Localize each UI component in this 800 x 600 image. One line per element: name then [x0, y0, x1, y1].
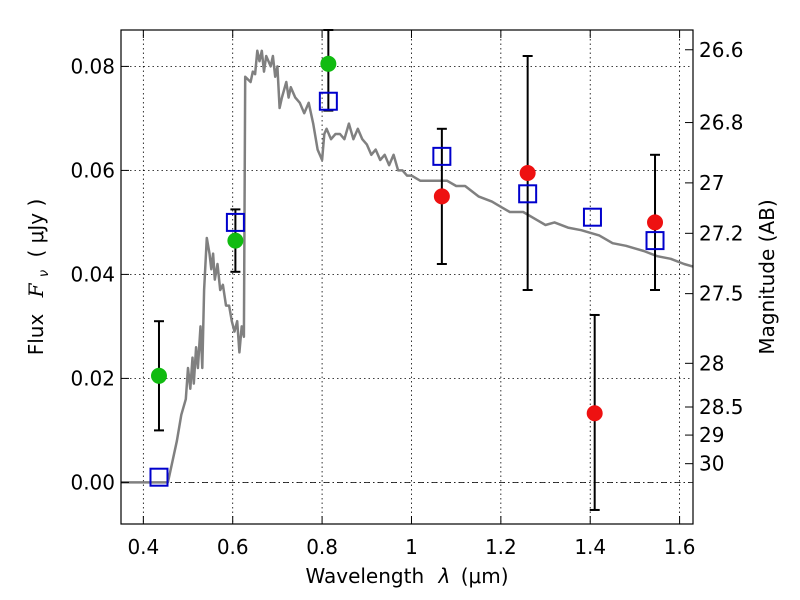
x-tick-label: 0.4	[127, 535, 159, 559]
data-point-square	[518, 184, 538, 204]
y2-tick-label: 28	[699, 351, 724, 375]
y2-tick-label: 26.6	[699, 38, 744, 62]
data-point-square	[225, 212, 245, 232]
y-tick-label: 0.06	[70, 158, 115, 182]
x-tick-label: 1.6	[664, 535, 696, 559]
data-point-circle	[320, 55, 337, 72]
y2-axis-title: Magnitude (AB)	[755, 199, 779, 354]
x-tick-label: 1.4	[574, 535, 606, 559]
y-tick-label: 0.00	[70, 470, 115, 494]
data-point-square	[318, 91, 338, 111]
y-tick-label: 0.02	[70, 366, 115, 390]
x-tick-label: 0.6	[217, 535, 249, 559]
x-tick-label: 1	[405, 535, 418, 559]
grid	[121, 30, 693, 524]
y2-axis-ticks: 26.6 26.8 27 27.2 27.5 28 28.5 29 30	[685, 38, 744, 476]
data-point-circle	[519, 165, 536, 181]
data-point-circle	[586, 405, 603, 422]
x-tick-label: 0.8	[306, 535, 338, 559]
data-point-circle	[647, 214, 664, 231]
data-point-square	[645, 231, 665, 251]
y2-tick-label: 27.2	[699, 221, 744, 245]
plot-frame	[120, 29, 694, 525]
y-axis-title: Flux F ν ( μJy )	[24, 199, 53, 356]
data-point-circle	[227, 232, 244, 249]
y-tick-label: 0.04	[70, 262, 115, 286]
x-axis-title: Wavelength λ (μm)	[305, 564, 508, 588]
y2-tick-label: 27	[699, 171, 724, 195]
data-markers	[149, 55, 665, 487]
data-point-square	[149, 467, 169, 487]
x-axis-ticks: 0.4 0.6 0.8 1 1.2 1.4 1.6	[127, 30, 696, 559]
y-axis-ticks: 0.00 0.02 0.04 0.06 0.08	[70, 54, 129, 494]
y2-tick-label: 30	[699, 452, 724, 476]
model-spectrum	[121, 49, 694, 484]
x-tick-label: 1.2	[485, 535, 517, 559]
y-tick-label: 0.08	[70, 54, 115, 78]
data-point-square	[432, 146, 452, 166]
data-point-circle	[150, 367, 167, 384]
data-point-square	[582, 207, 602, 227]
y2-tick-label: 26.8	[699, 111, 744, 135]
y2-tick-label: 28.5	[699, 395, 744, 419]
error-bars	[153, 29, 661, 511]
data-point-circle	[433, 188, 450, 205]
y2-tick-label: 29	[699, 423, 724, 447]
y2-tick-label: 27.5	[699, 282, 744, 306]
